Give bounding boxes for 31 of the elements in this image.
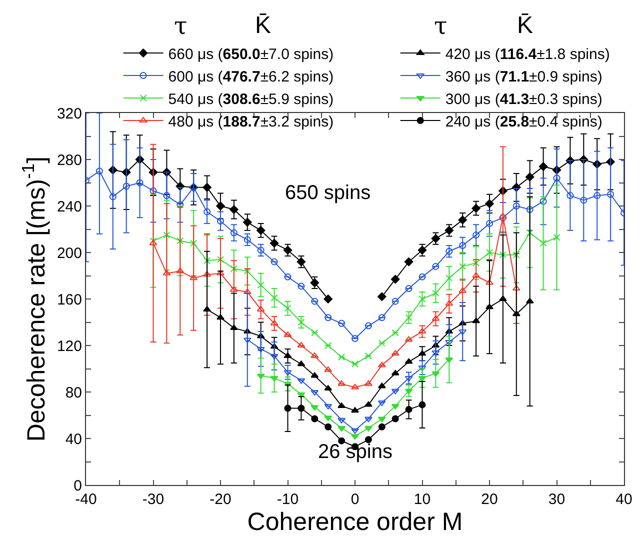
text: τ — [174, 12, 188, 40]
x-tick-label: -10 — [276, 491, 299, 508]
x-tick-label: -30 — [142, 491, 164, 508]
annotation: 26 spins — [318, 441, 392, 463]
x-tick-label: 40 — [616, 491, 632, 508]
y-tick-label: 120 — [56, 338, 82, 355]
x-tick-label: 0 — [350, 491, 360, 508]
legend-label: 360 μs (71.1±0.9 spins) — [445, 68, 602, 86]
legend-label: 300 μs (41.3±0.3 spins) — [445, 90, 602, 108]
text: τ — [434, 12, 448, 40]
legend-label: 660 μs (650.0±7.0 spins) — [168, 46, 334, 63]
x-tick-label: -20 — [210, 491, 232, 508]
y-tick-label: 280 — [56, 152, 82, 169]
legend-label: 420 μs (116.4±1.8 spins) — [445, 46, 610, 63]
legend-label: 540 μs (308.6±5.9 spins) — [168, 90, 334, 108]
y-tick-label: 320 — [56, 105, 82, 122]
text: K̄ — [517, 12, 534, 39]
y-tick-label: 200 — [56, 244, 82, 262]
x-tick-label: 10 — [414, 491, 431, 508]
y-tick-label: 40 — [65, 430, 82, 448]
y-tick-label: 240 — [56, 198, 82, 216]
y-tick-label: 80 — [65, 384, 82, 402]
y-tick-label: 160 — [56, 291, 82, 308]
x-tick-label: 30 — [548, 491, 566, 508]
x-tick-label: 20 — [481, 491, 498, 508]
text: K̄ — [255, 12, 272, 39]
annotation: 650 spins — [285, 182, 371, 204]
legend-label: 240 μs (25.8±0.4 spins) — [445, 113, 602, 130]
legend-label: 600 μs (476.7±6.2 spins) — [168, 68, 334, 86]
legend-label: 480 μs (188.7±3.2 spins) — [168, 113, 334, 130]
x-axis-title: Coherence order M — [247, 508, 463, 536]
